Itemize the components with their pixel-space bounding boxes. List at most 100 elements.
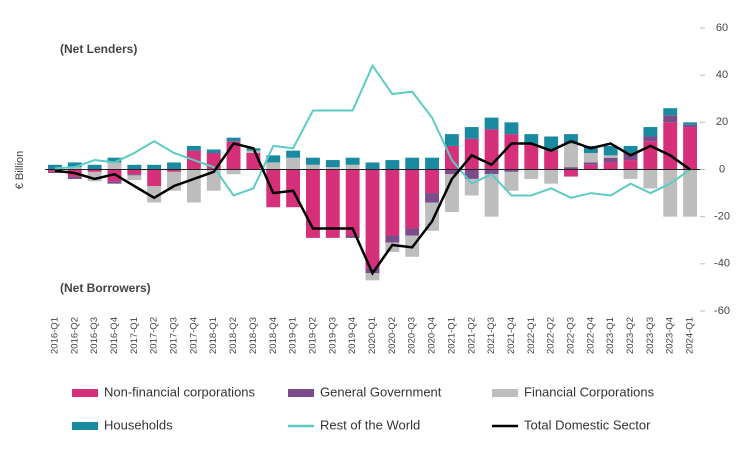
bar [345, 235, 360, 238]
x-tick-label: 2016-Q3 [89, 317, 100, 354]
annotation: (Net Lenders) [60, 42, 137, 56]
bar [603, 145, 618, 156]
bar [683, 127, 698, 170]
bar [67, 176, 82, 179]
bar [425, 157, 439, 170]
legend-label: Non-financial corporations [104, 384, 256, 399]
x-tick-label: 2023-Q2 [625, 317, 636, 354]
bar [47, 164, 62, 170]
bar [306, 157, 320, 165]
legend-label: Financial Corporations [524, 384, 655, 399]
y-tick-label: 40 [716, 69, 728, 81]
bar [47, 171, 62, 174]
y-tick-label: 20 [716, 116, 728, 128]
bar [425, 169, 439, 194]
bar [663, 115, 678, 123]
bar [623, 160, 638, 170]
bar [385, 160, 400, 170]
y-tick-label: -40 [714, 258, 730, 270]
bar [484, 174, 499, 217]
y-tick-label: -60 [714, 305, 730, 317]
bar [127, 175, 142, 181]
bar [385, 169, 400, 236]
legend-label: Total Domestic Sector [524, 417, 651, 432]
legend-swatch [492, 389, 518, 397]
bar [405, 157, 420, 170]
bar [186, 145, 201, 151]
bar [206, 169, 221, 191]
bar [504, 171, 519, 191]
x-tick-label: 2022-Q4 [585, 317, 596, 354]
bar [345, 169, 360, 236]
bar [365, 273, 380, 281]
x-tick-label: 2017-Q3 [169, 317, 180, 354]
annotation: (Net Borrowers) [60, 281, 151, 295]
bar [464, 169, 479, 179]
bar [623, 169, 638, 179]
bar [167, 162, 181, 170]
x-tick-label: 2022-Q1 [526, 317, 537, 354]
bar [484, 169, 499, 175]
x-tick-label: 2024-Q1 [685, 317, 696, 354]
bar [564, 143, 578, 168]
line [54, 139, 691, 276]
bar [583, 152, 598, 163]
bar [683, 169, 698, 217]
bar [643, 127, 658, 137]
bar [266, 169, 281, 208]
x-tick-label: 2021-Q1 [446, 317, 457, 354]
y-tick-label: -20 [714, 211, 730, 223]
x-tick-label: 2016-Q4 [109, 317, 120, 354]
bar [107, 181, 122, 184]
bar [127, 164, 142, 170]
bar [385, 242, 400, 253]
bar [425, 193, 439, 203]
bar [643, 169, 658, 189]
bar [544, 136, 559, 151]
bar [603, 162, 618, 170]
bar [266, 162, 281, 170]
bar [47, 169, 62, 172]
y-tick-label: 0 [719, 163, 725, 175]
x-tick-label: 2019-Q1 [288, 317, 299, 354]
bar [186, 169, 201, 203]
bar [147, 186, 162, 203]
x-tick-label: 2021-Q2 [466, 317, 477, 354]
bar [504, 169, 519, 172]
bar [167, 169, 181, 172]
bar [67, 162, 82, 168]
x-tick-label: 2023-Q1 [605, 317, 616, 354]
bar [643, 136, 658, 142]
legend-swatch [72, 389, 98, 397]
bar [663, 108, 678, 116]
bar [87, 164, 102, 170]
bar [286, 157, 301, 170]
line [54, 63, 691, 199]
bar [127, 174, 142, 176]
bar [345, 164, 360, 170]
x-tick-label: 2020-Q4 [427, 317, 438, 354]
bar [444, 169, 459, 175]
x-tick-label: 2016-Q2 [69, 317, 80, 354]
bar [405, 228, 420, 236]
bar [226, 137, 241, 142]
bar [564, 134, 578, 144]
bar [425, 202, 439, 231]
x-tick-label: 2019-Q2 [307, 317, 318, 354]
bar [107, 157, 122, 163]
bar [564, 167, 578, 170]
bar [524, 143, 539, 170]
bar [683, 122, 698, 125]
y-tick-label: 60 [716, 22, 728, 34]
bar [365, 162, 380, 170]
x-tick-label: 2021-Q3 [486, 317, 497, 354]
bar [544, 150, 559, 170]
bar [524, 134, 539, 144]
bar [603, 155, 618, 158]
bar [266, 155, 281, 163]
bar [524, 169, 539, 179]
x-tick-label: 2018-Q3 [248, 317, 259, 354]
bar [206, 149, 221, 153]
legend-label: Rest of the World [320, 417, 420, 432]
